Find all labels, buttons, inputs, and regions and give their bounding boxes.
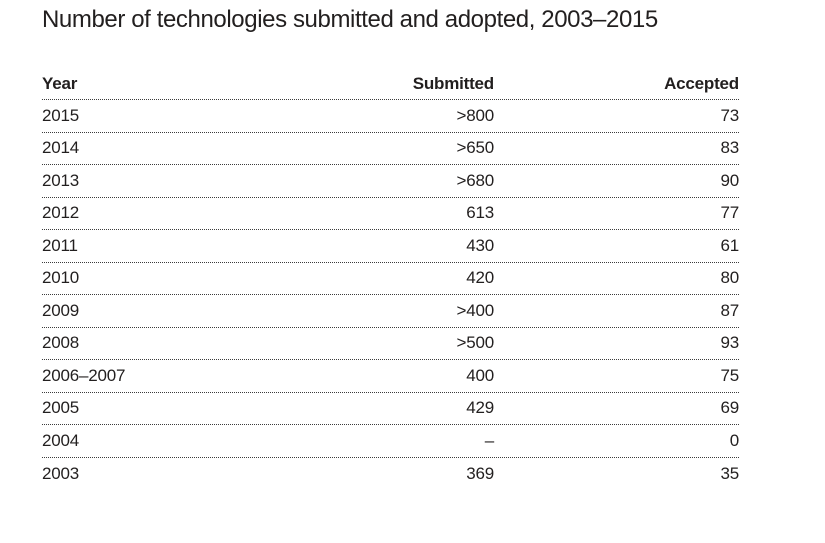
cell-year: 2015 (42, 105, 80, 125)
cell-year: 2010 (42, 268, 80, 288)
cell-submitted: 429 (466, 398, 494, 418)
cell-year: 2008 (42, 333, 80, 353)
table-row: 2008 >500 93 (42, 328, 739, 360)
cell-year: 2013 (42, 170, 80, 190)
cell-accepted: 61 (720, 235, 739, 255)
cell-submitted: 369 (466, 463, 494, 483)
cell-submitted: >400 (456, 300, 495, 320)
table-header-row: Year Submitted Accepted (42, 71, 739, 100)
table-row: 2010 420 80 (42, 263, 739, 295)
column-header-year: Year (42, 74, 78, 93)
table-row: 2013 >680 90 (42, 165, 739, 198)
cell-accepted: 87 (720, 300, 739, 320)
cell-year: 2005 (42, 398, 80, 418)
column-header-accepted: Accepted (664, 74, 739, 93)
cell-accepted: 75 (720, 365, 739, 385)
cell-submitted: 430 (466, 235, 494, 255)
cell-accepted: 73 (720, 105, 739, 125)
cell-year: 2006–2007 (42, 365, 126, 385)
table-row: 2006–2007 400 75 (42, 360, 739, 393)
cell-submitted: >650 (456, 138, 495, 158)
data-table: Year Submitted Accepted 2015 >800 73 201… (42, 71, 739, 490)
cell-accepted: 77 (720, 203, 739, 223)
cell-submitted: 400 (466, 365, 494, 385)
cell-year: 2014 (42, 138, 80, 158)
cell-year: 2012 (42, 203, 80, 223)
table-row: 2004 – 0 (42, 425, 739, 458)
table-row: 2015 >800 73 (42, 100, 739, 133)
table-row: 2014 >650 83 (42, 133, 739, 165)
table-row: 2011 430 61 (42, 230, 739, 263)
table-row: 2009 >400 87 (42, 295, 739, 328)
cell-submitted: 420 (466, 268, 494, 288)
cell-accepted: 35 (720, 463, 739, 483)
cell-accepted: 93 (720, 333, 739, 353)
cell-accepted: 80 (720, 268, 739, 288)
cell-year: 2003 (42, 463, 80, 483)
column-header-submitted: Submitted (412, 74, 495, 93)
page: Number of technologies submitted and ado… (42, 6, 739, 490)
cell-accepted: 90 (720, 170, 739, 190)
cell-accepted: 69 (720, 398, 739, 418)
table-row: 2005 429 69 (42, 393, 739, 425)
cell-accepted: 83 (720, 138, 739, 158)
cell-submitted: >800 (456, 105, 495, 125)
cell-submitted: – (484, 430, 494, 450)
cell-accepted: 0 (729, 430, 739, 450)
cell-year: 2009 (42, 300, 80, 320)
table-title: Number of technologies submitted and ado… (42, 6, 658, 33)
table-row: 2003 369 35 (42, 458, 739, 491)
table-row: 2012 613 77 (42, 198, 739, 230)
cell-submitted: 613 (466, 203, 494, 223)
cell-year: 2011 (42, 235, 78, 255)
cell-submitted: >680 (456, 170, 495, 190)
cell-year: 2004 (42, 430, 80, 450)
cell-submitted: >500 (456, 333, 495, 353)
